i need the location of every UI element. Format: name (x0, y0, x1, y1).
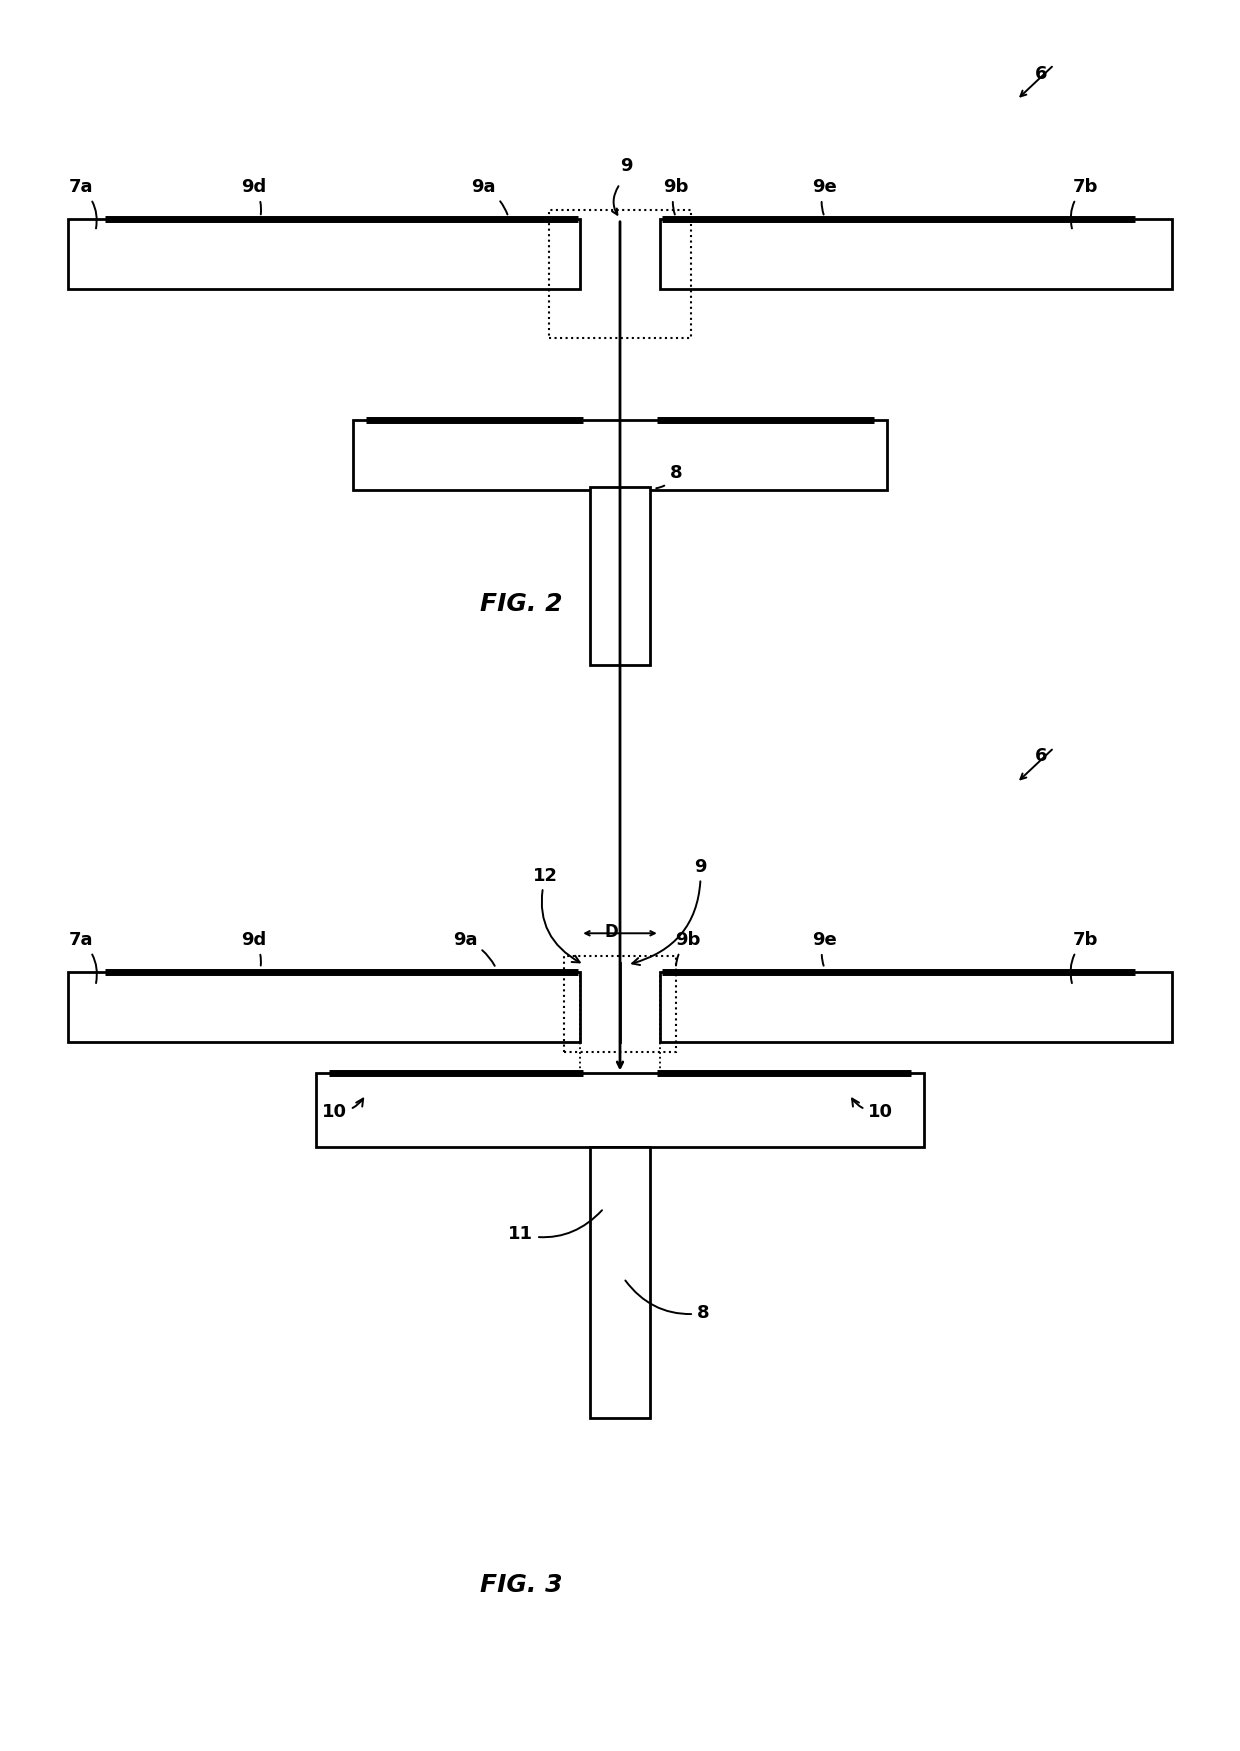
Bar (549, 210, 691, 338)
Text: 7b: 7b (1071, 179, 1097, 228)
Text: FIG. 2: FIG. 2 (480, 592, 562, 616)
Bar (590, 487, 650, 665)
Bar (564, 956, 676, 1052)
Text: 9b: 9b (676, 932, 701, 965)
Text: 9d: 9d (242, 932, 267, 965)
Text: FIG. 3: FIG. 3 (480, 1572, 562, 1597)
Text: 9: 9 (632, 858, 707, 965)
Text: 7a: 7a (68, 179, 97, 228)
Text: 10: 10 (322, 1098, 363, 1121)
Text: 12: 12 (533, 867, 580, 963)
Text: 6: 6 (1035, 748, 1048, 765)
Text: 9d: 9d (242, 179, 267, 214)
Text: 9a: 9a (471, 179, 507, 215)
Text: 7b: 7b (1070, 932, 1097, 982)
Text: D: D (604, 923, 619, 940)
Text: 8: 8 (656, 464, 682, 489)
Bar (68, 219, 580, 289)
Text: 6: 6 (1035, 65, 1048, 82)
Text: 9e: 9e (812, 179, 837, 215)
Text: 10: 10 (852, 1098, 893, 1121)
Bar (353, 420, 887, 490)
Text: 7a: 7a (68, 932, 97, 982)
Text: 9b: 9b (663, 179, 688, 215)
Text: 9a: 9a (453, 932, 495, 967)
Bar (590, 1147, 650, 1418)
Bar (660, 972, 1172, 1042)
Text: 8: 8 (625, 1280, 709, 1322)
Text: 11: 11 (508, 1210, 601, 1243)
Bar (316, 1073, 924, 1147)
Bar (660, 219, 1172, 289)
Text: 9: 9 (620, 158, 632, 175)
Text: 9e: 9e (812, 932, 837, 967)
Bar (68, 972, 580, 1042)
